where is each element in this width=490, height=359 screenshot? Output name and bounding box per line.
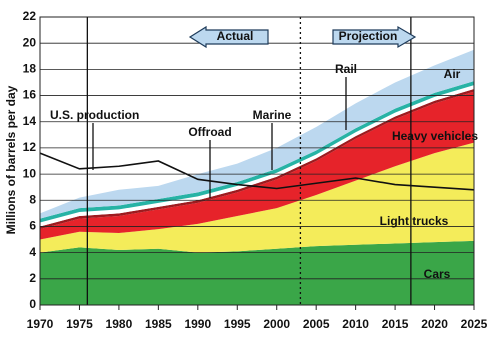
y-tick-label: 10 xyxy=(23,166,37,180)
series-label: Cars xyxy=(424,267,451,281)
y-tick-label: 22 xyxy=(23,9,37,23)
area xyxy=(40,142,474,253)
annotation: Projection xyxy=(339,29,398,43)
x-tick-label: 1975 xyxy=(66,317,93,331)
x-tick-label: 2025 xyxy=(461,317,488,331)
y-tick-label: 6 xyxy=(29,219,36,233)
y-tick-label: 4 xyxy=(29,245,36,259)
area xyxy=(40,91,474,240)
x-tick-label: 2000 xyxy=(263,317,290,331)
series-label: Light trucks xyxy=(380,214,449,228)
x-tick-label: 2020 xyxy=(421,317,448,331)
area xyxy=(40,240,474,305)
y-tick-label: 8 xyxy=(29,192,36,206)
series-label: Marine xyxy=(253,108,292,122)
x-tick-label: 1990 xyxy=(184,317,211,331)
series-label: Air xyxy=(444,67,461,81)
y-tick-label: 20 xyxy=(23,35,37,49)
plot-frame xyxy=(39,16,475,306)
plot-areas xyxy=(40,49,474,305)
y-axis-label: Millions of barrels per day xyxy=(4,85,18,234)
series-label: Rail xyxy=(335,62,357,76)
x-tick-label: 1995 xyxy=(224,317,251,331)
x-tick-label: 1985 xyxy=(145,317,172,331)
x-tick-label: 1970 xyxy=(27,317,54,331)
annotation: Actual xyxy=(217,29,254,43)
y-tick-label: 14 xyxy=(23,114,37,128)
area xyxy=(40,89,474,230)
y-tick-label: 16 xyxy=(23,88,37,102)
series-label: Heavy vehicles xyxy=(392,129,478,143)
x-tick-label: 2015 xyxy=(382,317,409,331)
x-tick-label: 1980 xyxy=(106,317,133,331)
line xyxy=(39,152,475,191)
area xyxy=(40,49,474,219)
y-tick-label: 0 xyxy=(29,297,36,311)
callouts xyxy=(92,77,347,198)
y-tick-label: 2 xyxy=(29,271,36,285)
y-tick-label: 12 xyxy=(23,140,37,154)
series-label: Offroad xyxy=(188,125,231,139)
area xyxy=(40,85,474,227)
x-tick-label: 2005 xyxy=(303,317,330,331)
x-tick-label: 2010 xyxy=(342,317,369,331)
series-label: U.S. production xyxy=(50,108,139,122)
actual-arrow xyxy=(188,25,269,49)
y-tick-label: 18 xyxy=(23,62,37,76)
projection-arrow xyxy=(332,25,417,49)
